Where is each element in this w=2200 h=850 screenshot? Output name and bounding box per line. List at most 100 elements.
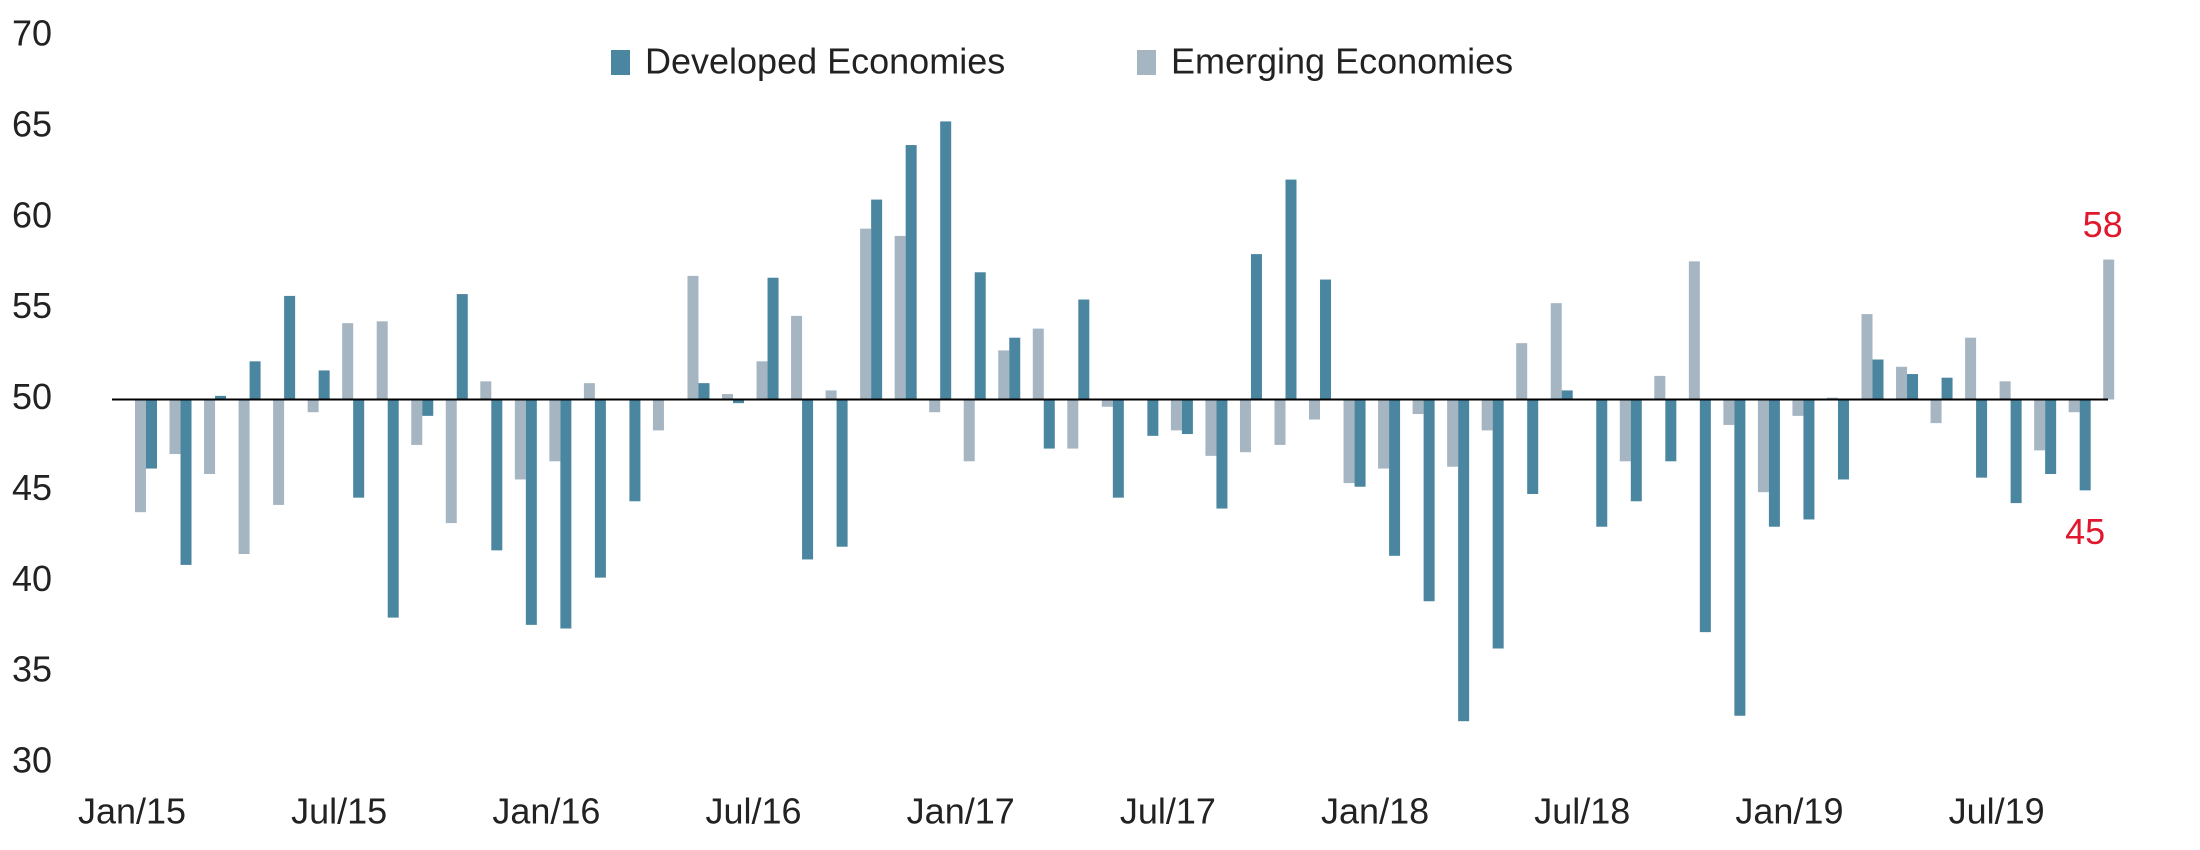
bar — [871, 199, 883, 400]
bar — [514, 399, 526, 480]
bar — [1309, 399, 1321, 420]
x-tick-label: Jan/16 — [492, 791, 600, 832]
bar — [1181, 399, 1193, 435]
bar — [836, 399, 848, 547]
bar — [1112, 399, 1124, 498]
y-tick-label: 60 — [12, 194, 52, 235]
bar — [1447, 399, 1459, 467]
bar — [998, 350, 1010, 400]
x-tick-label: Jul/18 — [1534, 791, 1630, 832]
bar — [2045, 399, 2057, 475]
bar — [1343, 399, 1355, 484]
bar — [549, 399, 561, 462]
bar — [1516, 343, 1528, 400]
bar — [1941, 377, 1953, 400]
bar — [180, 399, 192, 565]
bar — [687, 275, 699, 400]
bar — [1354, 399, 1366, 487]
x-tick-label: Jan/18 — [1321, 791, 1429, 832]
bar — [905, 145, 917, 400]
bar — [1147, 399, 1159, 436]
bar — [353, 399, 365, 498]
bar — [1561, 390, 1573, 400]
bar — [1688, 261, 1700, 400]
bar — [1078, 299, 1090, 400]
x-tick-label: Jul/19 — [1949, 791, 2045, 832]
bar — [445, 399, 457, 524]
bar — [2034, 399, 2046, 451]
bar — [2010, 399, 2022, 504]
bar — [1596, 399, 1608, 527]
bar — [1527, 399, 1539, 495]
y-tick-label: 35 — [12, 649, 52, 690]
bar — [652, 399, 664, 431]
bar — [560, 399, 572, 629]
bar — [1654, 375, 1666, 400]
bar — [1481, 399, 1493, 431]
y-tick-label: 40 — [12, 558, 52, 599]
bar — [387, 399, 399, 618]
legend-swatch — [611, 50, 630, 75]
bar — [756, 361, 768, 400]
bar — [1861, 314, 1873, 400]
bar — [1803, 399, 1815, 520]
bar — [698, 383, 710, 400]
bar — [629, 399, 641, 502]
bar — [318, 370, 330, 400]
x-tick-label: Jul/17 — [1120, 791, 1216, 832]
x-tick-label: Jul/16 — [706, 791, 802, 832]
bar — [1492, 399, 1504, 649]
bar — [1665, 399, 1677, 462]
bar — [1837, 399, 1849, 480]
bar — [1965, 337, 1977, 400]
bar — [894, 235, 906, 400]
bar — [376, 321, 388, 400]
bar — [1976, 399, 1988, 478]
bar — [1630, 399, 1642, 502]
bar — [480, 381, 492, 400]
bar — [1550, 303, 1562, 400]
bar — [422, 399, 434, 416]
bar — [1250, 254, 1262, 400]
y-tick-label: 70 — [12, 13, 52, 54]
bar — [767, 277, 779, 400]
bar — [1285, 179, 1297, 400]
x-tick-label: Jul/15 — [291, 791, 387, 832]
bar — [929, 399, 941, 413]
bar — [1768, 399, 1780, 527]
bar — [963, 399, 975, 462]
bar — [1216, 399, 1228, 509]
bar — [1999, 381, 2011, 400]
bar — [733, 399, 745, 404]
bar — [1619, 399, 1631, 462]
bar — [860, 228, 872, 400]
legend-swatch — [1137, 50, 1156, 75]
y-tick-label: 30 — [12, 740, 52, 781]
y-tick-label: 65 — [12, 103, 52, 144]
bar — [307, 399, 319, 413]
value-label: 45 — [2065, 511, 2105, 552]
legend-label: Developed Economies — [645, 41, 1005, 82]
bar — [1274, 399, 1286, 445]
bar — [491, 399, 503, 551]
bar — [273, 399, 285, 505]
bar — [204, 399, 216, 475]
bar — [284, 295, 296, 400]
bar — [594, 399, 606, 578]
bar — [1872, 359, 1884, 400]
value-label: 58 — [2083, 204, 2123, 245]
bar — [1699, 399, 1711, 633]
bar — [2068, 399, 2080, 413]
bar — [1734, 399, 1746, 716]
bar — [1032, 328, 1044, 400]
bar — [583, 383, 595, 400]
bar — [2079, 399, 2091, 491]
bar — [1896, 366, 1908, 400]
bar — [1009, 337, 1021, 400]
bar — [1043, 399, 1055, 449]
bar — [974, 272, 986, 400]
x-tick-label: Jan/19 — [1735, 791, 1843, 832]
y-tick-label: 50 — [12, 376, 52, 417]
bar — [1458, 399, 1470, 722]
